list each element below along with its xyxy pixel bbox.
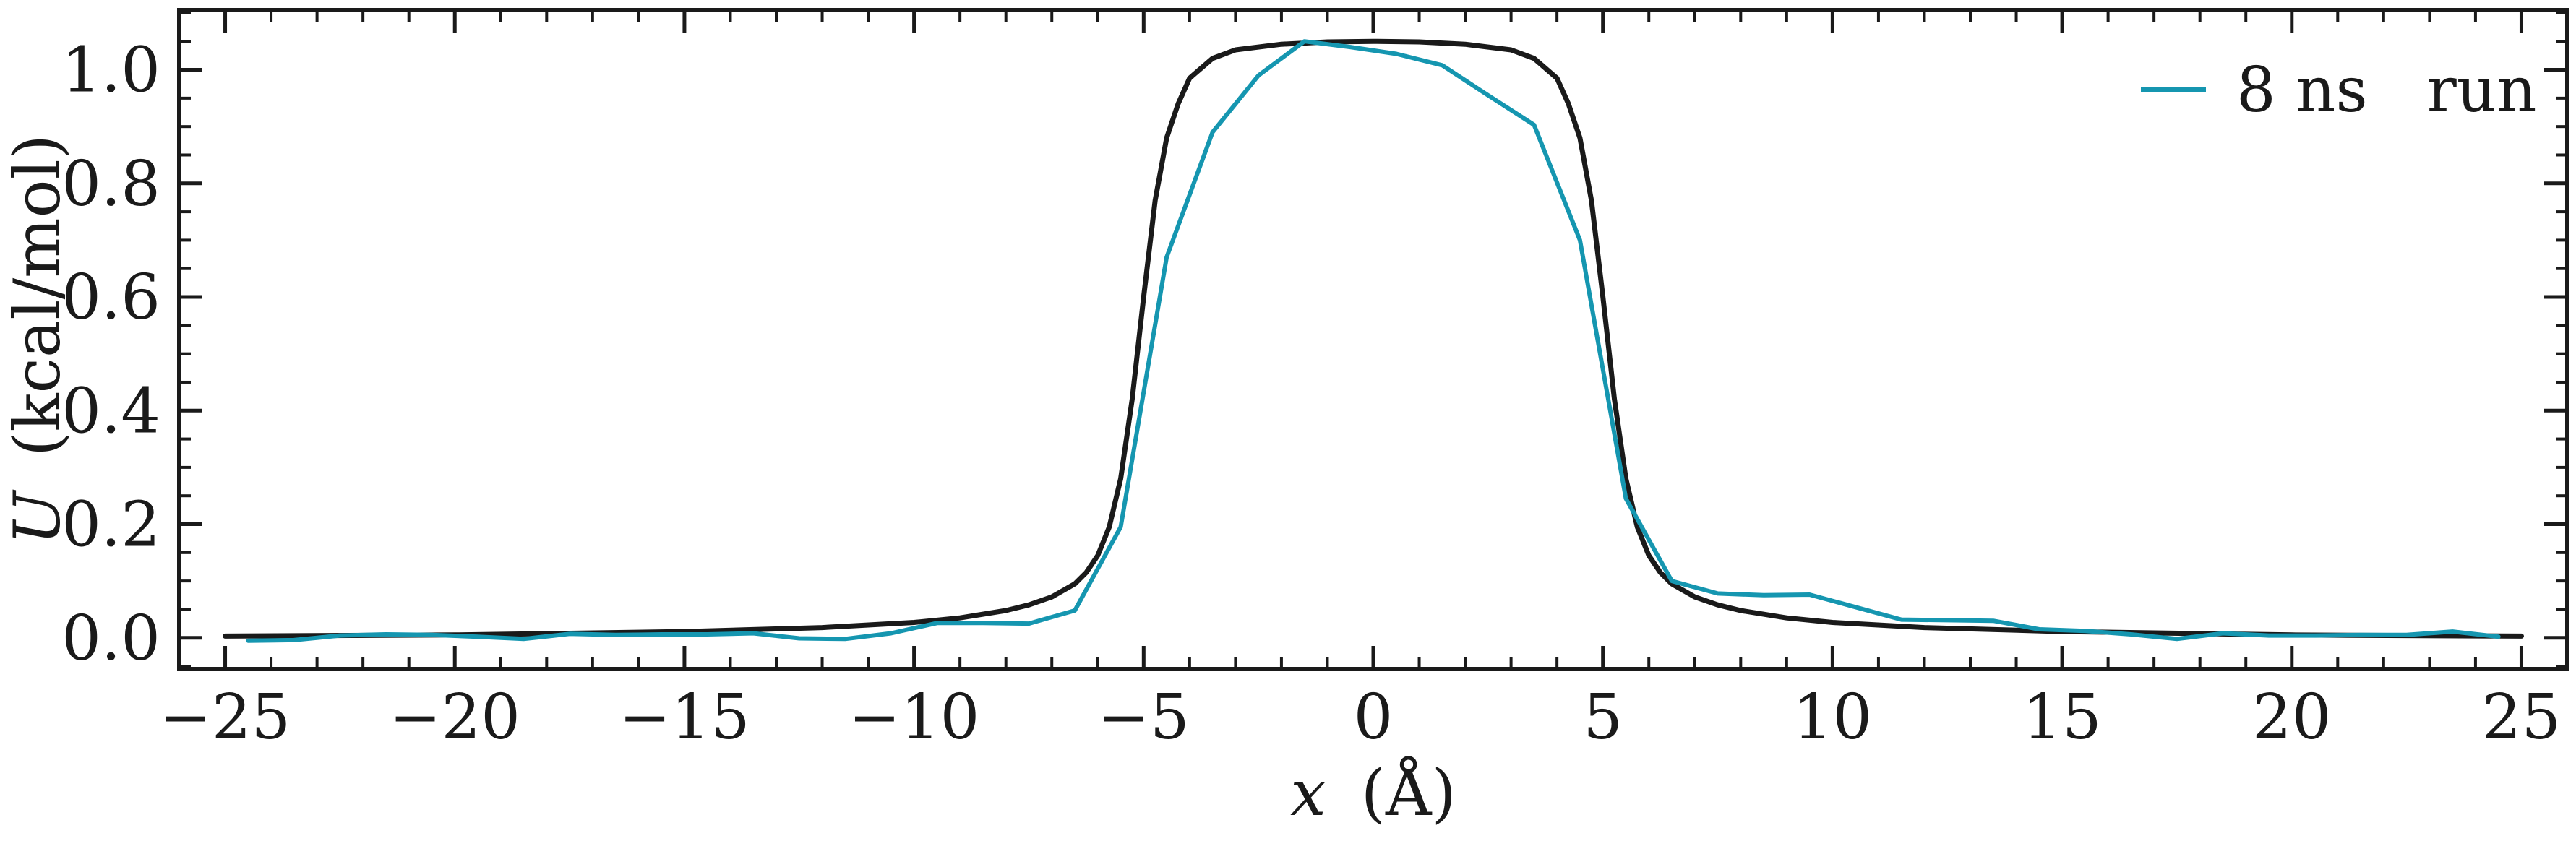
plot-frame bbox=[177, 8, 2569, 671]
y-tick-label: 0.0 bbox=[61, 603, 160, 675]
x-axis-label: x (Å) bbox=[1290, 756, 1456, 830]
x-tick-label: 15 bbox=[2022, 681, 2101, 754]
y-axis-variable: U bbox=[0, 489, 74, 545]
y-axis-unit: (kcal/mol) bbox=[0, 134, 74, 457]
x-tick-label: −20 bbox=[389, 681, 520, 754]
legend: 8 ns run bbox=[2141, 54, 2536, 126]
x-tick-label: −25 bbox=[160, 681, 291, 754]
x-tick-labels: −25 −20 −15 −10 −5 0 5 10 15 20 25 bbox=[160, 681, 2561, 754]
x-axis-unit: (Å) bbox=[1361, 756, 1456, 830]
x-tick-label: −15 bbox=[619, 681, 750, 754]
y-axis-label: U (kcal/mol) bbox=[0, 134, 74, 545]
y-tick-label: 0.6 bbox=[61, 262, 160, 334]
model-curve-line bbox=[223, 38, 2524, 639]
x-tick-label: 5 bbox=[1583, 681, 1623, 754]
x-tick-label: −5 bbox=[1098, 681, 1190, 754]
y-tick-label: 0.2 bbox=[61, 489, 160, 561]
x-tick-label: −10 bbox=[849, 681, 980, 754]
minor-ticks bbox=[178, 10, 2569, 669]
x-tick-label: 20 bbox=[2252, 681, 2331, 754]
x-tick-label: 25 bbox=[2482, 681, 2561, 754]
y-tick-label: 0.4 bbox=[61, 375, 160, 447]
legend-label-run: 8 ns run bbox=[2236, 54, 2536, 126]
x-tick-label: 10 bbox=[1793, 681, 1872, 754]
run-8ns-line bbox=[246, 39, 2501, 643]
y-tick-labels: 0.0 0.2 0.4 0.6 0.8 1.0 bbox=[61, 35, 160, 675]
x-axis-variable: x bbox=[1290, 756, 1326, 830]
y-tick-label: 1.0 bbox=[61, 35, 160, 107]
x-tick-label: 0 bbox=[1354, 681, 1394, 754]
y-tick-label: 0.8 bbox=[61, 148, 160, 220]
major-ticks bbox=[179, 10, 2567, 669]
